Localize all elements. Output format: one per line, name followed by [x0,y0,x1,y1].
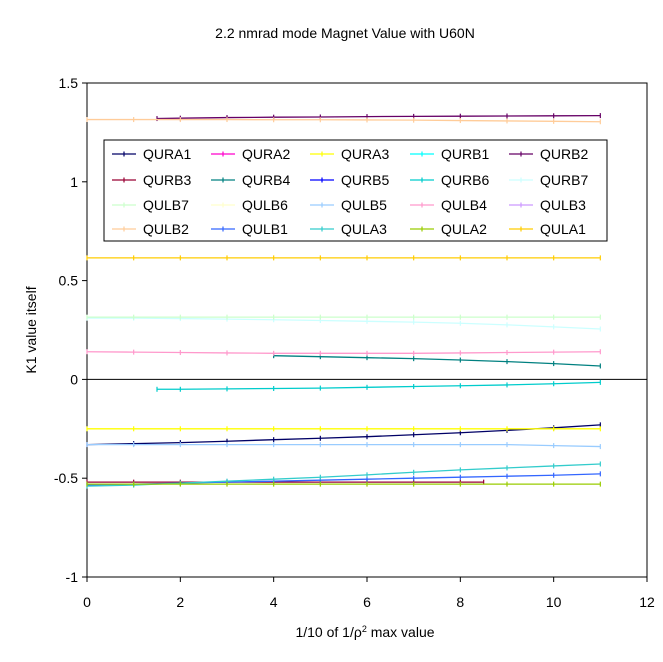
y-tick-label: 0 [70,371,78,387]
legend-item-qurb2: QURB2 [509,146,588,162]
legend-item-qulb1: QULB1 [211,221,288,237]
series-qulb7 [86,314,601,320]
legend-item-qulb3: QULB3 [509,197,586,213]
legend-item-qula3: QULA3 [310,221,387,237]
legend-label: QURB2 [540,146,588,162]
legend-label: QULB3 [540,197,586,213]
legend-item-qura3: QURA3 [310,146,389,162]
legend-item-qura2: QURA2 [211,146,290,162]
legend-label: QURB6 [441,172,489,188]
legend-label: QURA1 [143,146,191,162]
series-line [87,443,601,448]
legend-item-qulb2: QULB2 [112,221,189,237]
x-tick-label: 6 [363,594,371,610]
legend-item-qulb6: QULB6 [211,197,288,213]
legend-item-qurb6: QURB6 [410,172,489,188]
x-tick-label: 8 [456,594,464,610]
legend-label: QULB4 [441,197,487,213]
legend-item-qurb7: QURB7 [509,172,588,188]
axes: -1 -0.5 0 0.5 1 1.5 0 2 4 6 8 10 12 [54,75,655,610]
legend-label: QURB1 [441,146,489,162]
y-axis-label: K1 value itself [23,286,39,373]
legend-item-qura1: QURA1 [112,146,191,162]
legend-label: QULA3 [341,221,387,237]
legend-label: QURA3 [341,146,389,162]
y-tick-label: -0.5 [54,470,78,486]
series-line [86,424,601,446]
legend-item-qula2: QULA2 [410,221,487,237]
legend-item-qurb5: QURB5 [310,172,389,188]
series-line [87,317,601,330]
series-qulb4 [86,349,601,356]
series-qula2 [86,481,601,487]
legend-label: QULB1 [242,221,288,237]
y-tick-label: 1.5 [59,75,79,91]
legend-label: QURB4 [242,172,290,188]
series-qurb6 [156,379,601,392]
legend-box [103,139,608,242]
legend-label: QULB7 [143,197,189,213]
series-qula1 [86,255,601,261]
legend-label: QURB3 [143,172,191,188]
series-qurb4 [273,353,601,369]
y-tick-label: 0.5 [59,273,79,289]
legend-label: QULA1 [540,221,586,237]
legend-label: QURA2 [242,146,290,162]
series-layer [86,113,601,489]
x-tick-label: 10 [546,594,562,610]
series-line [87,118,601,123]
legend-label: QULB6 [242,197,288,213]
legend-label: QULA2 [441,221,487,237]
series-qura3 [86,426,601,432]
legend: QURA1 QURA2 QURA3 QURB1 QURB2 QURB3 QURB4 QURB5… [103,139,608,242]
legend-item-qurb3: QURB3 [112,172,191,188]
x-tick-label: 2 [176,594,184,610]
legend-label: QURB5 [341,172,389,188]
legend-item-qulb7: QULB7 [112,197,189,213]
legend-label: QULB5 [341,197,387,213]
series-line [86,463,601,487]
series-qulb2 [86,117,601,125]
x-tick-label: 0 [83,594,91,610]
series-line [273,355,601,367]
series-line [86,351,601,354]
legend-item-qulb4: QULB4 [410,197,487,213]
series-qulb5 [86,442,601,450]
x-tick-label: 12 [639,594,655,610]
x-axis-label: 1/10 of 1/ρ2 max value [295,624,434,640]
x-tick-label: 4 [270,594,278,610]
legend-item-qurb1: QURB1 [410,146,489,162]
legend-item-qula1: QULA1 [509,221,586,237]
y-tick-label: -1 [66,569,79,585]
legend-item-qulb5: QULB5 [310,197,387,213]
legend-label: QULB2 [143,221,189,237]
chart-title: 2.2 nmrad mode Magnet Value with U60N [215,25,475,41]
y-tick-label: 1 [70,174,78,190]
legend-item-qurb4: QURB4 [211,172,290,188]
legend-label: QURB7 [540,172,588,188]
